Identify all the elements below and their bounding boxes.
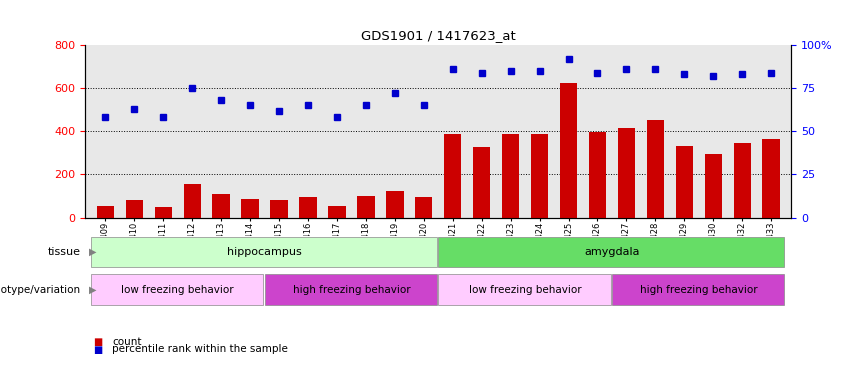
Bar <box>213 194 230 217</box>
Text: low freezing behavior: low freezing behavior <box>122 285 234 295</box>
Bar <box>560 83 577 218</box>
Bar <box>265 274 437 305</box>
Text: low freezing behavior: low freezing behavior <box>469 285 581 295</box>
Text: percentile rank within the sample: percentile rank within the sample <box>112 345 288 354</box>
Bar <box>676 146 693 218</box>
Bar <box>589 132 606 218</box>
Bar <box>438 274 611 305</box>
Text: ■: ■ <box>94 337 103 347</box>
Bar <box>502 135 519 218</box>
Bar <box>531 135 548 218</box>
Bar <box>612 274 785 305</box>
Text: high freezing behavior: high freezing behavior <box>293 285 410 295</box>
Text: hippocampus: hippocampus <box>227 247 302 257</box>
Text: ▶: ▶ <box>89 285 97 295</box>
Bar <box>647 120 664 218</box>
Bar <box>734 143 751 218</box>
Bar <box>415 197 432 217</box>
Bar <box>357 196 374 217</box>
Bar <box>242 198 259 217</box>
Text: ▶: ▶ <box>89 247 97 257</box>
Bar <box>328 206 346 218</box>
Text: high freezing behavior: high freezing behavior <box>640 285 757 295</box>
Bar <box>91 237 437 267</box>
Text: count: count <box>112 337 142 347</box>
Text: amygdala: amygdala <box>584 247 640 257</box>
Bar <box>444 135 461 218</box>
Bar <box>386 190 403 217</box>
Text: genotype/variation: genotype/variation <box>0 285 81 295</box>
Bar <box>97 206 114 218</box>
Bar <box>155 207 172 218</box>
Bar <box>300 197 317 217</box>
Bar <box>705 154 722 218</box>
Bar <box>438 237 785 267</box>
Bar <box>762 139 780 218</box>
Text: ■: ■ <box>94 345 103 354</box>
Bar <box>618 128 635 218</box>
Bar <box>91 274 264 305</box>
Bar <box>271 200 288 217</box>
Title: GDS1901 / 1417623_at: GDS1901 / 1417623_at <box>361 30 516 42</box>
Text: tissue: tissue <box>48 247 81 257</box>
Bar <box>126 200 143 217</box>
Bar <box>473 147 490 218</box>
Bar <box>184 184 201 218</box>
